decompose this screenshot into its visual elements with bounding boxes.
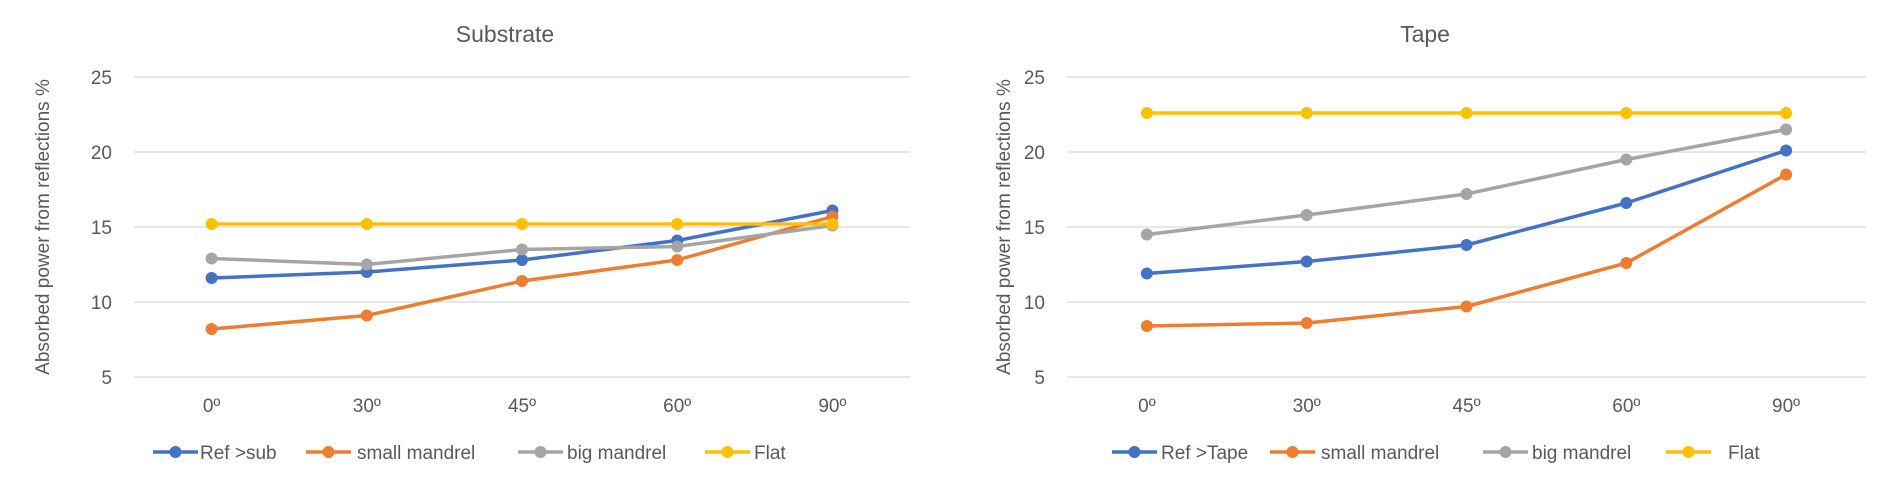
x-tick-label: 0º [203,396,221,417]
legend-label: big mandrel [567,443,666,464]
series-ref-tape [1140,144,1793,280]
y-tick-label: 10 [91,293,112,314]
series-flat [1140,107,1793,119]
data-point [1300,209,1313,221]
x-tick-label: 0º [1138,396,1156,417]
data-point [1780,144,1793,157]
y-axis-label: Absorbed power from reflections % [33,79,54,375]
data-point [1140,320,1153,332]
data-point [205,218,218,230]
y-axis-label: Absorbed power from reflections % [994,79,1015,375]
legend-swatch-marker [534,446,547,458]
data-point [671,240,684,253]
x-tick-label: 60º [663,396,691,417]
data-point [1620,107,1633,119]
data-point [205,323,218,335]
legend-label: small mandrel [1321,443,1439,464]
legend-label: Ref >sub [200,443,277,464]
legend-swatch-marker [169,446,182,458]
legend: Ref >Tape small mandrel big mandrel Flat [1112,443,1760,464]
legend-swatch-marker [721,446,734,458]
data-point [671,254,684,266]
legend-swatch-marker [1128,446,1141,458]
data-point [671,218,684,230]
data-point [1620,153,1633,166]
data-point [1140,267,1153,280]
legend-label: Flat [1728,443,1760,464]
legend-label: Ref >Tape [1161,443,1248,464]
y-tick-label: 15 [91,218,112,239]
legend-item: small mandrel [306,443,475,464]
data-point [205,272,218,284]
data-point [1460,239,1473,251]
y-tick-label: 20 [1024,143,1045,164]
series-big-mandrel [1140,123,1793,241]
data-point [516,275,528,287]
data-point [1780,107,1793,119]
y-tick-label: 25 [1024,68,1045,89]
data-point [1140,107,1153,119]
y-tick-label: 25 [91,68,112,89]
legend-item: Flat [1666,443,1760,464]
x-tick-label: 90º [818,396,846,417]
legend-item: Flat [705,443,786,464]
x-tick-label: 30º [353,396,381,417]
legend-swatch-marker [1682,446,1695,458]
data-point [205,252,218,265]
legend-item: Ref >sub [153,443,277,464]
data-point [1300,255,1313,268]
legend-swatch-marker [322,446,335,458]
data-point [1780,123,1793,136]
data-point [1140,228,1153,241]
data-point [516,254,528,266]
data-point [826,218,839,230]
data-point [1300,107,1313,119]
x-tick-label: 90º [1772,396,1800,417]
chart-title: Tape [1400,21,1450,47]
legend-label: Flat [754,443,786,464]
y-tick-label: 5 [101,368,112,389]
data-point [1460,300,1473,313]
x-tick-label: 60º [1612,396,1640,417]
y-tick-label: 20 [91,143,112,164]
y-tick-label: 15 [1024,218,1045,239]
data-point [1780,168,1793,181]
data-point [1620,257,1633,269]
legend: Ref >sub small mandrel big mandrel Flat [153,443,786,464]
chart-1: Substrate Absorbed power from reflections… [33,21,910,464]
series-small-mandrel [1140,168,1793,332]
chart-2: Tape Absorbed power from reflections % 5 10… [994,21,1866,464]
legend-item: big mandrel [1483,443,1631,464]
x-tick-label: 45º [1452,396,1480,417]
x-tick-label: 45º [508,396,536,417]
data-point [1460,107,1473,119]
data-point [1620,197,1633,209]
data-point [360,309,373,322]
data-point [360,218,373,230]
data-point [516,218,528,230]
data-point [516,243,528,256]
series-small-mandrel [205,210,839,335]
y-tick-label: 10 [1024,293,1045,314]
legend-item: big mandrel [518,443,666,464]
x-tick-label: 30º [1293,396,1321,417]
legend-label: small mandrel [357,443,475,464]
legend-label: big mandrel [1532,443,1631,464]
y-tick-label: 5 [1034,368,1045,389]
legend-item: small mandrel [1270,443,1439,464]
legend-swatch-marker [1286,446,1299,458]
data-point [360,258,373,271]
series-flat [205,218,839,230]
legend-swatch-marker [1499,446,1512,458]
legend-item: Ref >Tape [1112,443,1248,464]
chart-title: Substrate [456,21,554,47]
data-point [1460,188,1473,200]
data-point [1300,317,1313,329]
series-line [1145,148,1788,276]
